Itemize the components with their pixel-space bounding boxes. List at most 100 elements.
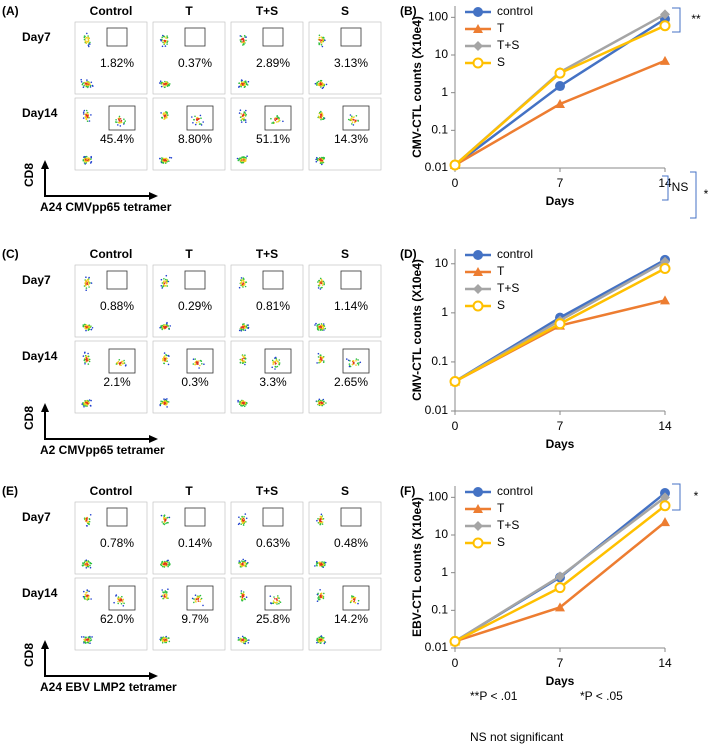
flow-dot [317, 592, 319, 595]
gate [186, 585, 214, 611]
flow-dot [242, 43, 245, 45]
flow-dot [85, 160, 87, 163]
flow-dot [318, 83, 320, 85]
flow-dot [320, 282, 322, 284]
flow-dot [321, 280, 323, 282]
flow-dot [165, 326, 168, 328]
flow-dot [162, 565, 164, 568]
flow-dot [89, 43, 91, 45]
flow-dot [238, 403, 241, 406]
flow-dot [244, 160, 247, 162]
flow-dot [117, 596, 120, 598]
significance-bracket [672, 483, 681, 511]
flow-dot [118, 359, 121, 361]
flow-dot [240, 328, 243, 331]
flow-dot [165, 639, 167, 641]
flow-dot [164, 403, 167, 406]
flow-dot [196, 362, 199, 365]
flow-dot [163, 398, 165, 400]
flow-dot [200, 124, 203, 126]
flow-dot [81, 564, 84, 566]
row-label: Day14 [22, 586, 58, 600]
flow-dot [194, 123, 197, 126]
flow-dot [356, 362, 359, 365]
flow-dot [163, 278, 165, 280]
flow-dot [321, 159, 324, 162]
flow-dot [241, 639, 244, 641]
flow-dot [244, 363, 246, 366]
flow-dot [318, 279, 320, 282]
legend-marker [473, 521, 483, 531]
flow-dot [353, 116, 355, 118]
flow-dot [318, 398, 321, 401]
flow-dot [163, 403, 166, 405]
flow-dot [238, 85, 241, 88]
flow-dot [194, 115, 196, 118]
flow-dot [243, 402, 245, 404]
flow-dot [116, 361, 119, 364]
flow-dot [167, 597, 169, 599]
flow-dot [322, 398, 325, 401]
flow-dot [319, 325, 322, 327]
column-header: T [185, 484, 193, 498]
flow-dot [167, 564, 169, 566]
flow-dot [245, 639, 247, 642]
flow-dot [162, 358, 165, 361]
flow-dot [161, 589, 163, 591]
flow-dot [242, 286, 244, 288]
y-tick-label: 100 [428, 10, 448, 24]
flow-dot [163, 324, 166, 326]
flow-dot [242, 282, 244, 285]
flow-dot [170, 157, 173, 159]
flow-dot [325, 83, 328, 86]
flow-dot [82, 595, 85, 598]
legend-label: control [497, 484, 533, 498]
flow-dot [317, 80, 320, 83]
flow-dot [83, 642, 85, 644]
flow-dot [83, 636, 85, 638]
flow-dot [241, 560, 243, 562]
flow-dot [84, 163, 86, 165]
flow-dot [243, 119, 245, 122]
significance-bracket [690, 171, 697, 219]
flow-dot [238, 82, 240, 84]
flow-dot [160, 85, 163, 88]
flow-dot [199, 114, 202, 117]
flow-dot [166, 112, 168, 115]
flow-dot [357, 602, 359, 605]
flow-dot [85, 517, 88, 520]
gate [340, 27, 362, 47]
flow-dot [320, 513, 323, 516]
flow-dot [165, 278, 167, 281]
flow-dot [123, 359, 125, 362]
flow-dot [123, 118, 125, 120]
significance-label: NS [672, 180, 689, 194]
flow-dot [167, 516, 169, 519]
flow-dot [317, 287, 320, 289]
flow-dot [196, 596, 199, 598]
flow-dot [85, 118, 88, 121]
flow-dot [85, 637, 87, 639]
flow-dot [82, 82, 84, 85]
flow-dot [322, 157, 325, 159]
flow-dot [243, 284, 245, 287]
flow-dot [278, 359, 281, 361]
flow-dot [274, 368, 276, 370]
flow-dot [87, 329, 90, 332]
flow-dot [168, 640, 171, 643]
flow-dot [320, 356, 322, 359]
flow-dot [119, 118, 122, 120]
flow-dot [120, 121, 123, 124]
flow-dot [242, 360, 245, 362]
flow-dot [84, 405, 87, 407]
x-axis-title: Days [546, 194, 575, 208]
data-point [554, 582, 566, 594]
flow-dot [319, 523, 322, 526]
flow-dot [275, 366, 277, 368]
gate [264, 105, 292, 131]
flow-dot [242, 329, 245, 331]
flow-dot [83, 405, 85, 408]
flow-dot [273, 361, 275, 364]
flow-dot [242, 520, 245, 522]
flow-dot [246, 155, 248, 157]
